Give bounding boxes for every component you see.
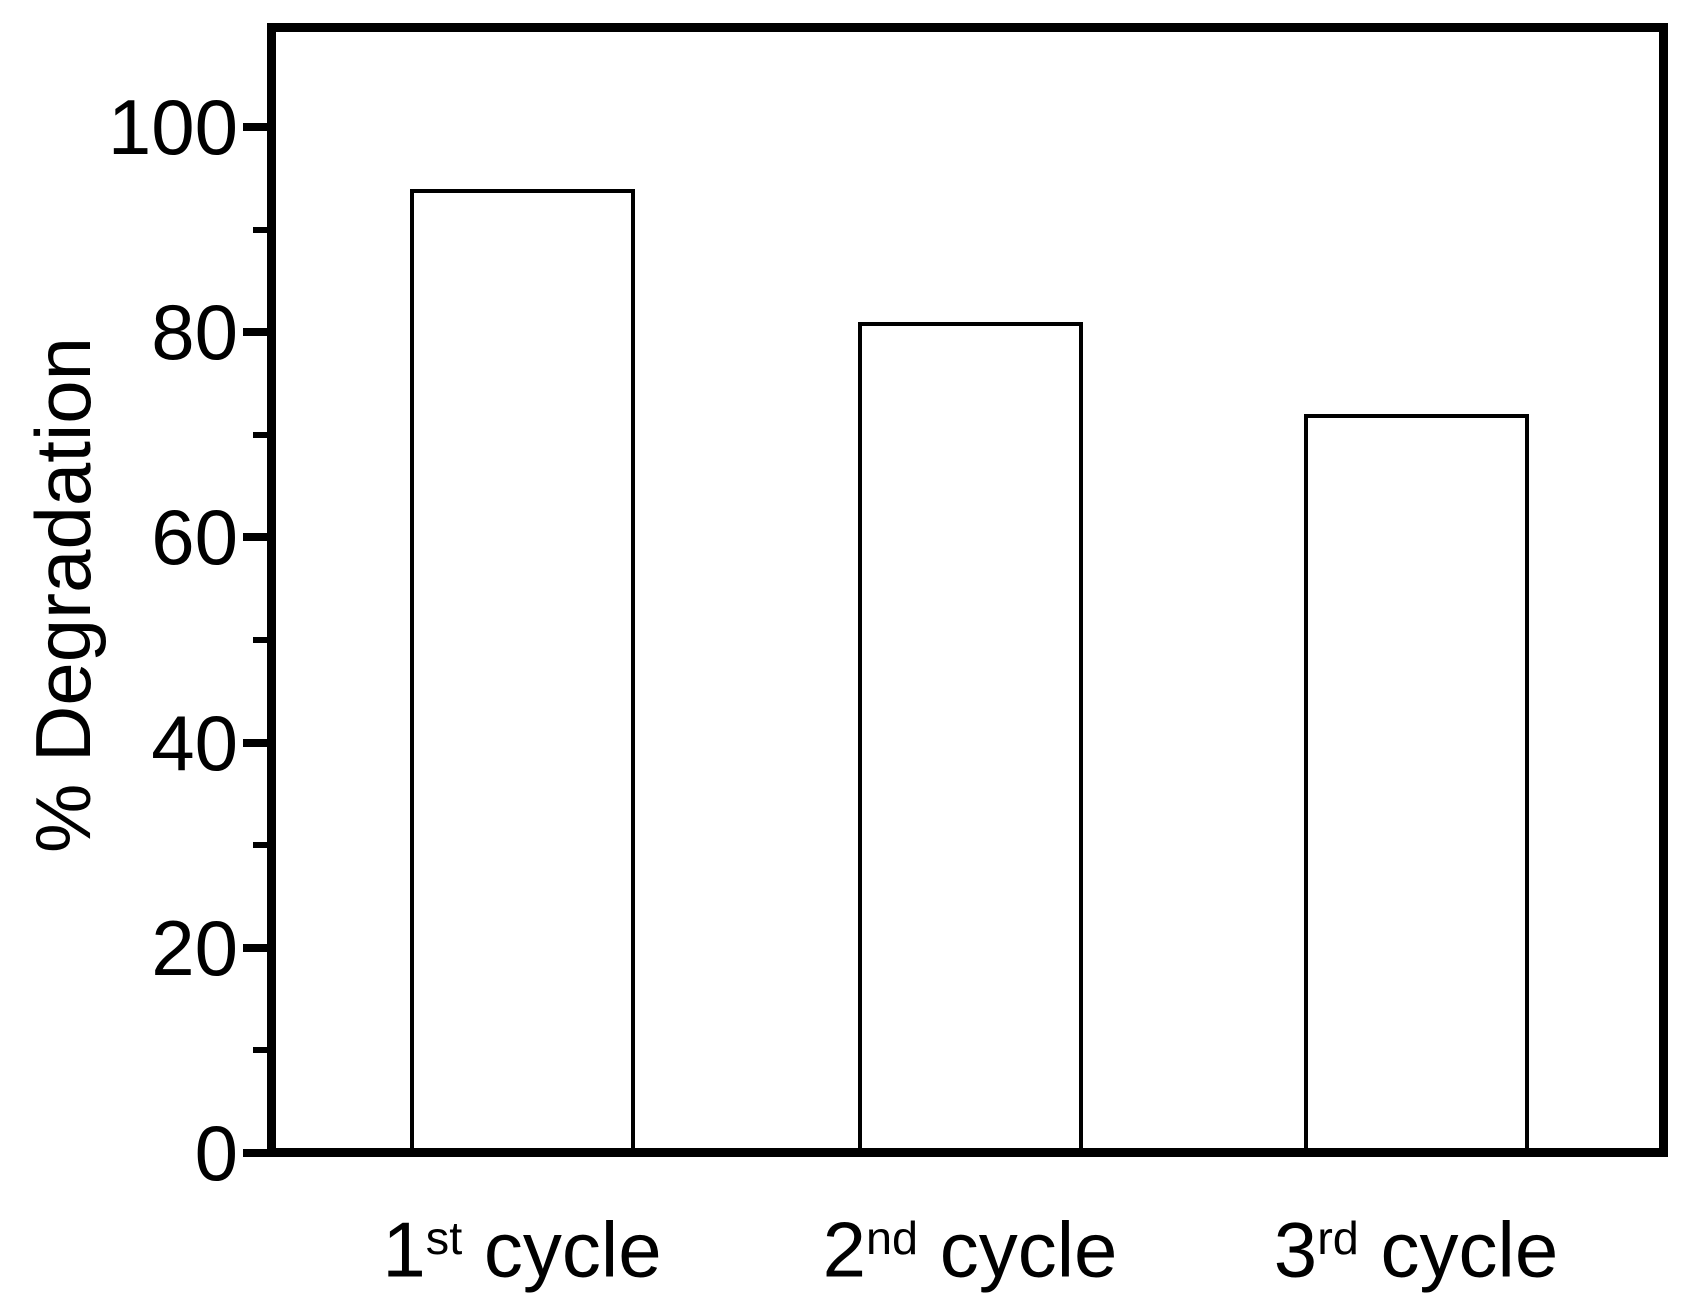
bar bbox=[857, 322, 1083, 1148]
x-label-ordinal-suffix: st bbox=[425, 1212, 463, 1264]
x-label-ordinal-suffix: nd bbox=[865, 1212, 919, 1264]
x-axis-label: 2nd cycle bbox=[823, 1199, 1118, 1288]
bar bbox=[409, 189, 635, 1148]
y-axis-tick-label: 80 bbox=[151, 288, 238, 376]
x-label-ordinal: 1 bbox=[382, 1205, 426, 1294]
x-label-word: cycle bbox=[462, 1205, 662, 1294]
x-axis-label: 1st cycle bbox=[382, 1199, 661, 1288]
y-axis-major-tick bbox=[243, 739, 267, 747]
y-axis-minor-tick bbox=[253, 432, 267, 438]
y-axis-tick-label: 60 bbox=[151, 493, 238, 581]
x-label-ordinal-suffix: rd bbox=[1317, 1212, 1359, 1264]
y-axis-major-tick bbox=[243, 123, 267, 131]
bar bbox=[1303, 414, 1529, 1148]
y-axis-major-tick bbox=[243, 328, 267, 336]
x-label-word: cycle bbox=[1358, 1205, 1559, 1294]
x-axis-label: 3rd cycle bbox=[1274, 1199, 1558, 1288]
y-axis-major-tick bbox=[243, 944, 267, 952]
plot-area bbox=[267, 23, 1668, 1157]
y-axis-minor-tick bbox=[253, 637, 267, 643]
y-axis-minor-tick bbox=[253, 227, 267, 233]
y-axis-major-tick bbox=[243, 1149, 267, 1157]
x-label-word: cycle bbox=[918, 1205, 1118, 1294]
y-axis-tick-label: 0 bbox=[194, 1109, 238, 1197]
y-axis-minor-tick bbox=[253, 1047, 267, 1053]
x-label-ordinal: 2 bbox=[822, 1205, 866, 1294]
y-axis-tick-label: 100 bbox=[107, 83, 238, 171]
y-axis-tick-label: 20 bbox=[151, 904, 238, 992]
y-axis-major-tick bbox=[243, 533, 267, 541]
y-axis-minor-tick bbox=[253, 842, 267, 848]
y-axis-tick-label: 40 bbox=[151, 699, 238, 787]
x-label-ordinal: 3 bbox=[1273, 1205, 1318, 1294]
